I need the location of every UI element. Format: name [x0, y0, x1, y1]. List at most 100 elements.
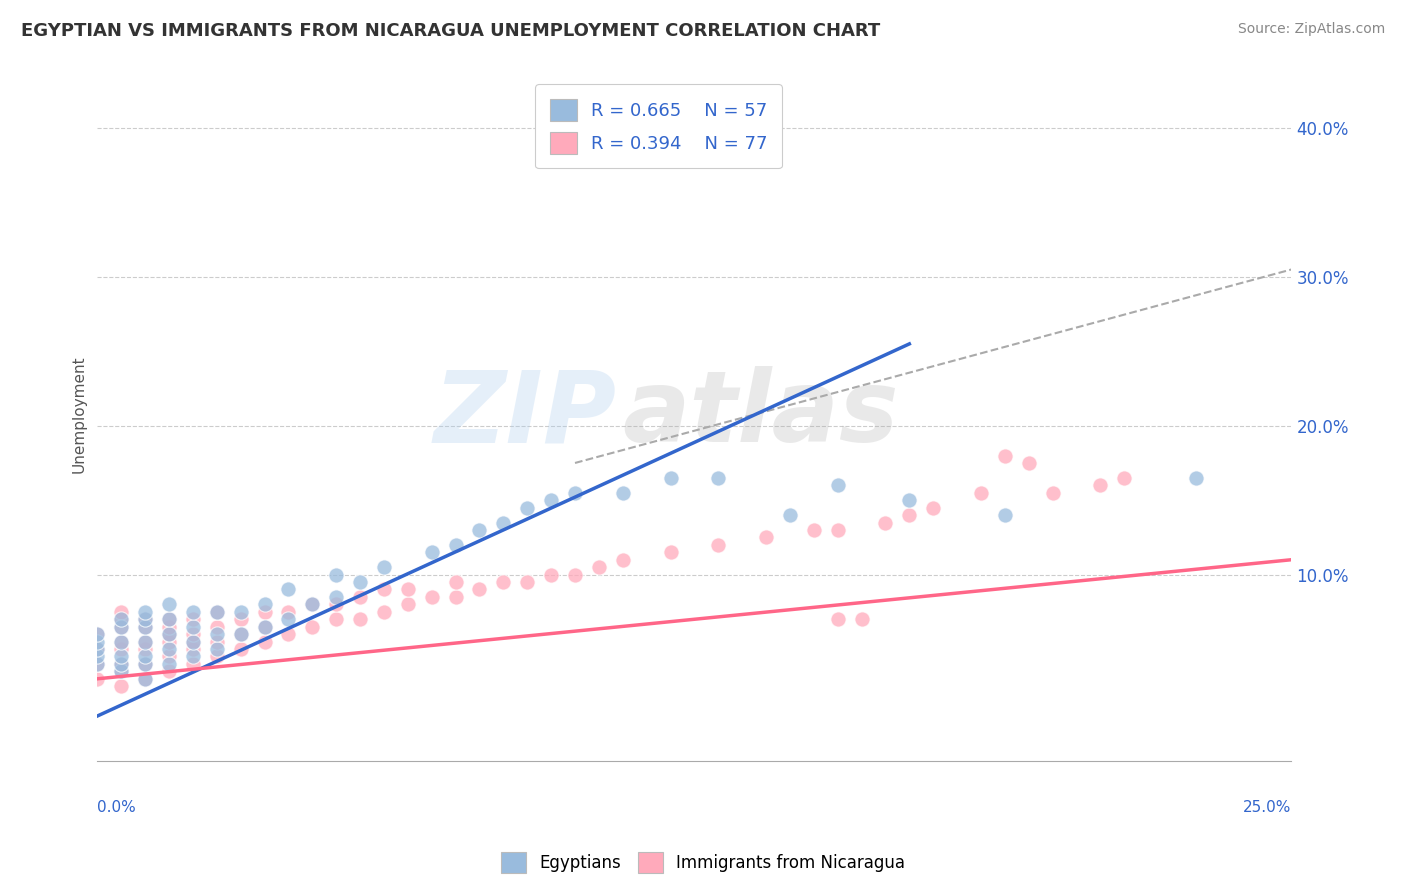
Point [205, 627, 228, 641]
Point [612, 552, 634, 566]
Y-axis label: Unemployment: Unemployment [72, 356, 86, 474]
Point [134, 642, 156, 657]
Point [157, 627, 180, 641]
Point [181, 627, 204, 641]
Point [110, 612, 132, 626]
Point [1375, 314, 1398, 328]
Point [1042, 485, 1064, 500]
Point [349, 612, 371, 626]
Point [396, 582, 419, 597]
Text: atlas: atlas [623, 366, 900, 463]
Point [134, 634, 156, 648]
Point [492, 575, 515, 590]
Point [516, 500, 538, 515]
Point [229, 642, 252, 657]
Point [86, 657, 108, 671]
Point [157, 657, 180, 671]
Point [205, 605, 228, 619]
Point [803, 523, 825, 537]
Point [253, 620, 276, 634]
Point [157, 612, 180, 626]
Point [325, 612, 347, 626]
Point [134, 612, 156, 626]
Point [253, 598, 276, 612]
Point [157, 649, 180, 664]
Point [301, 598, 323, 612]
Point [253, 620, 276, 634]
Point [157, 612, 180, 626]
Point [492, 516, 515, 530]
Point [157, 598, 180, 612]
Point [659, 471, 682, 485]
Point [229, 612, 252, 626]
Point [110, 620, 132, 634]
Point [229, 627, 252, 641]
Point [994, 508, 1017, 522]
Point [181, 620, 204, 634]
Point [612, 485, 634, 500]
Point [229, 605, 252, 619]
Legend: R = 0.665    N = 57, R = 0.394    N = 77: R = 0.665 N = 57, R = 0.394 N = 77 [536, 85, 782, 169]
Point [86, 642, 108, 657]
Point [181, 649, 204, 664]
Point [86, 649, 108, 664]
Point [157, 642, 180, 657]
Point [86, 627, 108, 641]
Point [205, 620, 228, 634]
Point [325, 590, 347, 604]
Point [564, 567, 586, 582]
Point [134, 605, 156, 619]
Point [110, 620, 132, 634]
Point [970, 485, 993, 500]
Point [86, 672, 108, 686]
Point [181, 634, 204, 648]
Point [134, 612, 156, 626]
Point [420, 545, 443, 559]
Point [134, 634, 156, 648]
Point [540, 567, 562, 582]
Point [301, 598, 323, 612]
Point [898, 508, 921, 522]
Point [157, 665, 180, 679]
Point [253, 634, 276, 648]
Point [157, 620, 180, 634]
Point [205, 634, 228, 648]
Point [181, 634, 204, 648]
Point [540, 493, 562, 508]
Point [898, 493, 921, 508]
Point [205, 642, 228, 657]
Point [659, 545, 682, 559]
Point [1090, 478, 1112, 492]
Point [181, 657, 204, 671]
Point [110, 657, 132, 671]
Point [707, 471, 730, 485]
Text: EGYPTIAN VS IMMIGRANTS FROM NICARAGUA UNEMPLOYMENT CORRELATION CHART: EGYPTIAN VS IMMIGRANTS FROM NICARAGUA UN… [21, 22, 880, 40]
Point [86, 642, 108, 657]
Point [110, 665, 132, 679]
Point [420, 590, 443, 604]
Point [349, 575, 371, 590]
Point [444, 590, 467, 604]
Point [86, 657, 108, 671]
Legend: Egyptians, Immigrants from Nicaragua: Egyptians, Immigrants from Nicaragua [495, 846, 911, 880]
Point [301, 620, 323, 634]
Point [110, 649, 132, 664]
Point [373, 605, 395, 619]
Point [86, 634, 108, 648]
Point [110, 679, 132, 693]
Point [277, 605, 299, 619]
Point [277, 627, 299, 641]
Point [134, 620, 156, 634]
Point [110, 634, 132, 648]
Point [373, 560, 395, 574]
Point [1018, 456, 1040, 470]
Point [110, 612, 132, 626]
Point [229, 627, 252, 641]
Text: Source: ZipAtlas.com: Source: ZipAtlas.com [1237, 22, 1385, 37]
Point [755, 530, 778, 544]
Point [588, 560, 610, 574]
Point [779, 508, 801, 522]
Point [325, 567, 347, 582]
Point [253, 605, 276, 619]
Point [1114, 471, 1136, 485]
